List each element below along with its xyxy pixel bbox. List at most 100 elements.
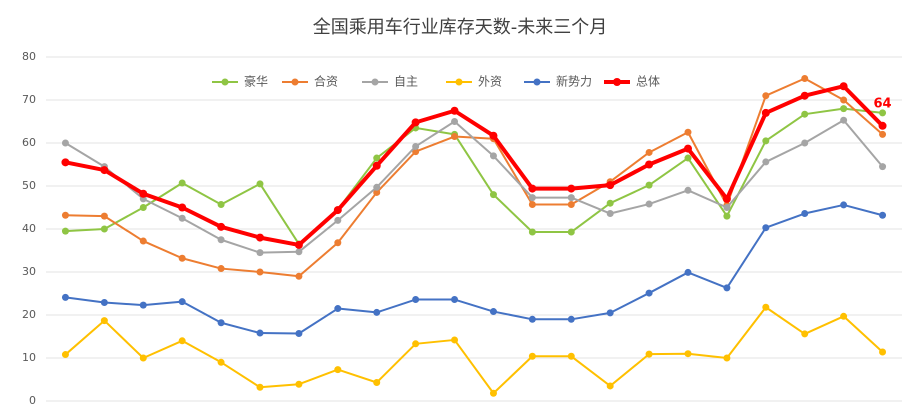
legend-label: 合资 xyxy=(314,74,338,89)
point-marker xyxy=(762,158,770,166)
point-marker xyxy=(334,239,342,247)
point-marker xyxy=(373,379,381,387)
legend-marker xyxy=(371,78,379,86)
point-marker xyxy=(61,211,69,219)
point-marker xyxy=(840,201,848,209)
point-marker xyxy=(451,296,459,304)
series-line xyxy=(65,203,883,335)
y-tick-label: 10 xyxy=(22,351,36,364)
point-marker xyxy=(567,194,575,202)
point-marker xyxy=(334,366,342,374)
point-marker xyxy=(412,340,420,348)
point-marker xyxy=(800,91,809,100)
y-tick-label: 60 xyxy=(22,136,36,149)
point-marker xyxy=(567,315,575,323)
legend-marker xyxy=(613,78,621,86)
point-marker xyxy=(178,179,186,187)
point-marker xyxy=(645,160,654,169)
point-marker xyxy=(217,222,226,231)
point-marker xyxy=(879,163,887,171)
point-marker xyxy=(178,337,186,345)
point-marker xyxy=(217,200,225,208)
point-marker xyxy=(217,265,225,273)
point-marker xyxy=(567,228,575,236)
point-marker xyxy=(373,308,381,316)
point-marker xyxy=(684,154,692,162)
series-line xyxy=(64,119,884,254)
point-marker xyxy=(489,389,497,397)
point-marker xyxy=(567,200,575,208)
point-marker xyxy=(295,272,303,280)
series-line xyxy=(65,84,884,247)
y-tick-label: 30 xyxy=(22,265,36,278)
point-marker xyxy=(839,82,848,91)
point-marker xyxy=(801,330,809,338)
point-marker xyxy=(801,75,809,82)
y-tick-label: 20 xyxy=(22,308,36,321)
point-marker xyxy=(373,188,381,196)
point-marker xyxy=(879,109,887,117)
point-marker xyxy=(684,128,692,136)
point-marker xyxy=(372,161,381,170)
point-marker xyxy=(373,183,381,191)
point-marker xyxy=(762,224,770,232)
point-marker xyxy=(567,184,576,193)
point-marker xyxy=(606,210,614,218)
point-marker xyxy=(256,383,264,391)
y-tick-label: 70 xyxy=(22,93,36,106)
point-marker xyxy=(412,148,420,156)
point-marker xyxy=(295,248,303,256)
legend-marker xyxy=(221,78,229,86)
point-marker xyxy=(762,137,770,145)
point-marker xyxy=(489,191,497,199)
point-marker xyxy=(645,181,653,189)
point-marker xyxy=(61,158,70,167)
point-marker xyxy=(412,296,420,304)
point-marker xyxy=(762,92,770,100)
point-marker xyxy=(256,233,264,242)
point-marker xyxy=(139,354,147,362)
series-line xyxy=(65,107,883,246)
point-marker xyxy=(139,204,147,211)
point-marker xyxy=(489,131,498,140)
point-marker xyxy=(645,350,653,358)
point-marker xyxy=(879,130,887,138)
point-marker xyxy=(684,144,692,153)
point-marker xyxy=(606,181,615,190)
legend-label: 总体 xyxy=(636,75,660,89)
point-marker xyxy=(217,358,225,366)
point-marker xyxy=(451,133,459,141)
point-marker xyxy=(450,106,459,115)
point-marker xyxy=(178,214,186,222)
point-marker xyxy=(840,312,848,320)
point-marker xyxy=(684,268,692,276)
point-marker xyxy=(217,319,225,327)
point-marker xyxy=(256,268,264,276)
point-marker xyxy=(100,212,108,220)
point-marker xyxy=(684,186,692,194)
point-marker xyxy=(139,237,147,245)
point-marker xyxy=(61,227,69,235)
point-marker xyxy=(178,203,187,212)
point-marker xyxy=(840,105,848,113)
point-marker xyxy=(840,116,848,124)
point-marker xyxy=(606,309,614,317)
point-marker xyxy=(295,380,303,388)
y-tick-label: 80 xyxy=(22,50,36,63)
legend-marker xyxy=(533,78,541,86)
point-marker xyxy=(256,329,264,337)
point-marker xyxy=(645,289,653,297)
point-marker xyxy=(61,139,69,147)
point-marker xyxy=(451,118,459,125)
point-marker xyxy=(333,206,342,215)
point-marker xyxy=(256,249,264,257)
point-marker xyxy=(528,228,536,236)
point-marker xyxy=(879,211,887,219)
point-marker xyxy=(801,210,809,218)
point-marker xyxy=(411,118,420,127)
point-marker xyxy=(684,350,692,358)
legend-label: 新势力 xyxy=(556,74,592,89)
point-marker xyxy=(528,352,536,360)
point-marker xyxy=(139,301,147,309)
